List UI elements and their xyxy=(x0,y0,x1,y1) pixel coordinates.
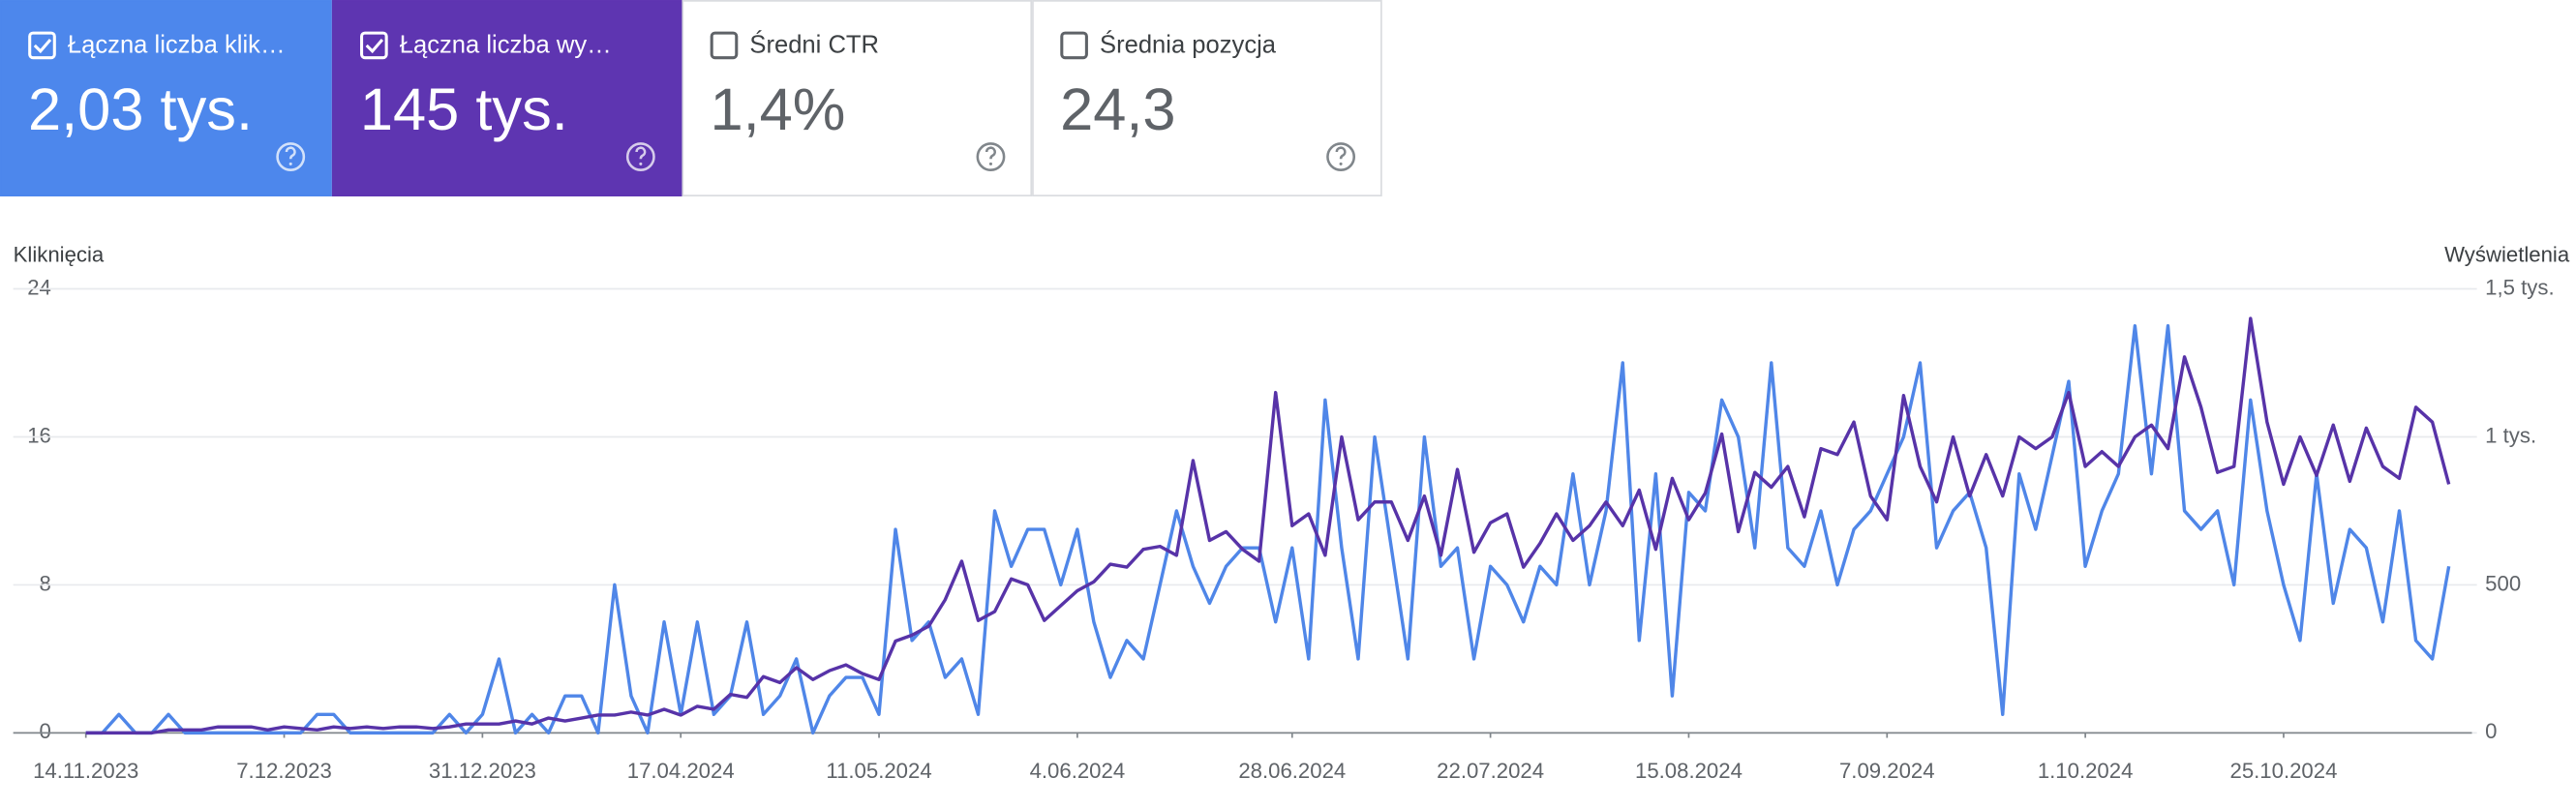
y-tick-label: 8 xyxy=(40,571,51,595)
y2-tick-label: 1,5 tys. xyxy=(2485,275,2554,299)
card-value: 24,3 xyxy=(1060,76,1175,143)
card-label: Średnia pozycja xyxy=(1100,30,1277,59)
metric-card[interactable]: Łączna liczba klik… 2,03 tys. xyxy=(0,0,332,196)
card-value: 145 tys. xyxy=(360,76,568,143)
x-tick-label: 25.10.2024 xyxy=(2230,759,2338,783)
y2-tick-label: 0 xyxy=(2485,719,2497,743)
help-icon-dot xyxy=(639,162,643,165)
series-line xyxy=(85,324,2451,735)
checkbox xyxy=(360,31,388,60)
card-value: 2,03 tys. xyxy=(28,76,253,143)
help-icon xyxy=(276,142,306,171)
x-tick-label: 4.06.2024 xyxy=(1030,759,1126,783)
help-icon xyxy=(625,142,655,171)
metric-card[interactable]: Średni CTR 1,4% xyxy=(682,0,1033,196)
x-tick-label: 28.06.2024 xyxy=(1238,759,1346,783)
y-tick-label: 24 xyxy=(27,275,51,299)
x-tick-label: 22.07.2024 xyxy=(1437,759,1544,783)
y-tick-label: 0 xyxy=(40,719,51,743)
x-tick-label: 14.11.2023 xyxy=(33,759,138,783)
help-icon xyxy=(976,142,1006,171)
checkbox xyxy=(1060,31,1088,60)
x-tick-label: 17.04.2024 xyxy=(627,759,735,783)
y2-tick-label: 500 xyxy=(2485,571,2521,595)
card-label: Średni CTR xyxy=(749,30,879,59)
help-icon-mark xyxy=(285,146,296,160)
series-line xyxy=(85,316,2451,735)
y2-axis-title: Wyświetlenia xyxy=(2444,242,2570,266)
x-tick-label: 1.10.2024 xyxy=(2038,759,2134,783)
help-icon xyxy=(1326,142,1356,171)
help-icon-mark xyxy=(985,146,996,160)
card-background xyxy=(1032,0,1382,196)
metric-card[interactable]: Łączna liczba wy… 145 tys. xyxy=(331,0,682,196)
x-tick-label: 7.12.2023 xyxy=(236,759,332,783)
help-icon-dot xyxy=(988,162,992,165)
checkbox xyxy=(28,31,56,60)
x-tick-label: 31.12.2023 xyxy=(429,759,536,783)
metric-card[interactable]: Średnia pozycja 24,3 xyxy=(1032,0,1382,196)
help-icon-mark xyxy=(1335,146,1347,160)
x-tick-label: 15.08.2024 xyxy=(1635,759,1743,783)
x-tick-label: 11.05.2024 xyxy=(826,759,931,783)
help-icon-dot xyxy=(1339,162,1343,165)
checkbox xyxy=(710,31,739,60)
card-background xyxy=(0,0,332,196)
x-tick-label: 7.09.2024 xyxy=(1839,759,1935,783)
y2-tick-label: 1 tys. xyxy=(2485,423,2536,447)
card-label: Łączna liczba klik… xyxy=(68,32,286,59)
checkmark xyxy=(365,38,384,54)
checkmark xyxy=(33,38,52,54)
y-tick-label: 16 xyxy=(27,423,51,447)
help-icon-dot xyxy=(288,162,292,165)
card-background xyxy=(331,0,682,196)
help-icon-mark xyxy=(635,146,647,160)
y-axis-title: Kliknięcia xyxy=(14,242,105,266)
card-value: 1,4% xyxy=(710,76,845,143)
card-label: Łączna liczba wy… xyxy=(400,32,612,59)
card-background xyxy=(682,0,1033,196)
